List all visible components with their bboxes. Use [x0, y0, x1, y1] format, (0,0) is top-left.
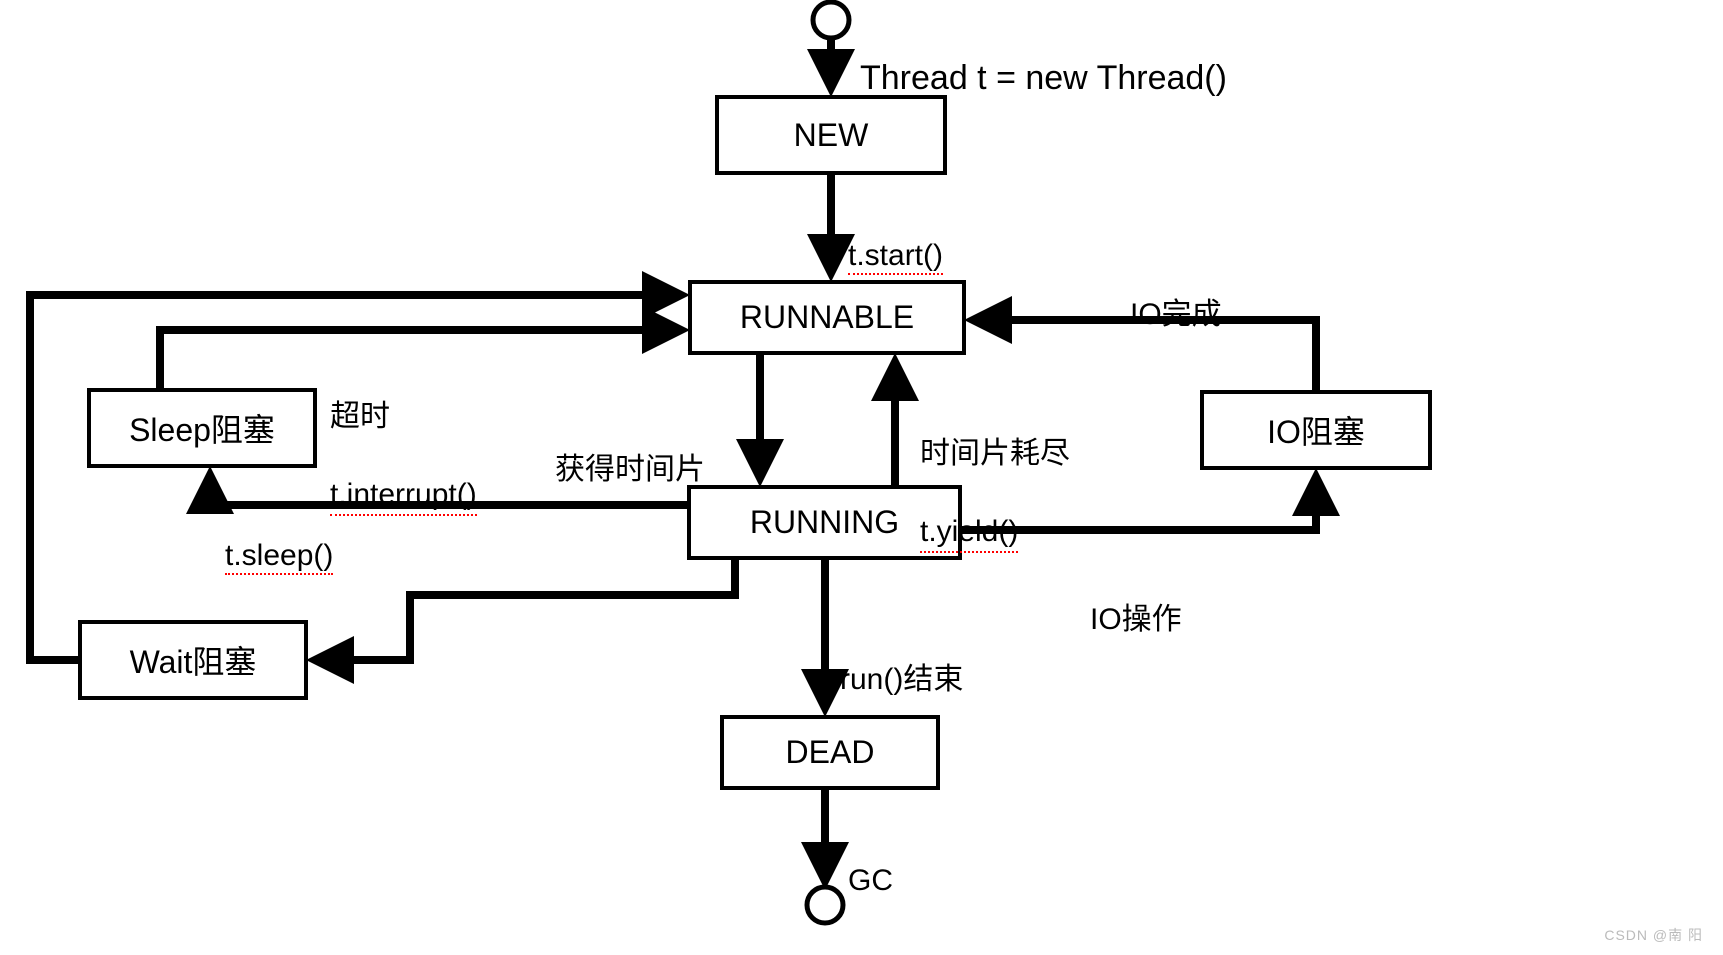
- node-io: IO阻塞: [1200, 390, 1432, 470]
- node-wait: Wait阻塞: [78, 620, 308, 700]
- label-sleep-call: t.sleep(): [225, 505, 333, 575]
- node-new: NEW: [715, 95, 947, 175]
- node-sleep: Sleep阻塞: [87, 388, 317, 468]
- label-io-op: IO操作: [1090, 560, 1182, 638]
- end-node: [807, 887, 843, 923]
- label-gc: GC: [848, 830, 893, 898]
- label-get-slice: 获得时间片: [555, 410, 705, 488]
- node-new-label: NEW: [794, 117, 869, 154]
- label-io-done: IO完成: [1130, 255, 1222, 333]
- node-dead-label: DEAD: [786, 734, 875, 771]
- node-runnable-label: RUNNABLE: [740, 299, 914, 336]
- node-dead: DEAD: [720, 715, 940, 790]
- node-runnable: RUNNABLE: [688, 280, 966, 355]
- edge-running-wait: [318, 560, 735, 660]
- node-sleep-label: Sleep阻塞: [129, 405, 275, 451]
- node-io-label: IO阻塞: [1267, 407, 1365, 453]
- start-node: [813, 2, 849, 38]
- label-timeout: 超时 t.interrupt(): [330, 358, 477, 516]
- label-slice-exhausted: 时间片耗尽 t.yield(): [920, 395, 1070, 553]
- label-run-end: run()结束: [840, 620, 963, 698]
- node-running-label: RUNNING: [750, 504, 899, 541]
- node-wait-label: Wait阻塞: [130, 637, 257, 683]
- label-thread-new: Thread t = new Thread(): [860, 20, 1227, 98]
- watermark: CSDN @南 阳: [1604, 925, 1703, 945]
- label-start: t.start(): [848, 205, 943, 275]
